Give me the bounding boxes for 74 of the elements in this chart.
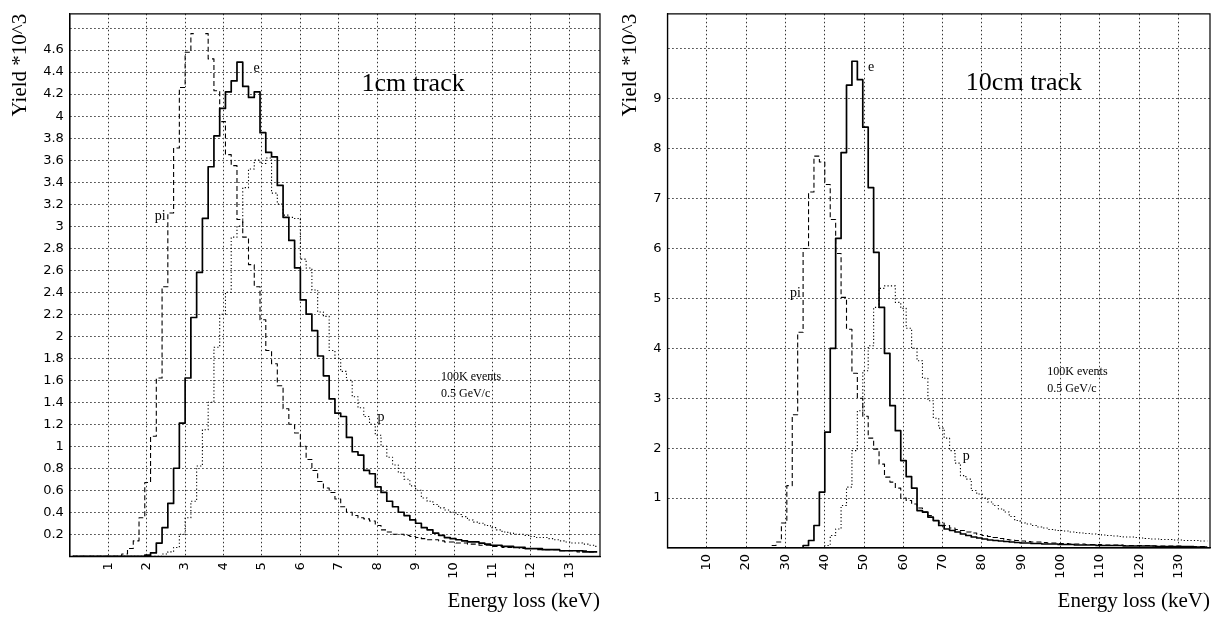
series-label: p bbox=[377, 408, 385, 424]
y-tick-label: 2.2 bbox=[43, 305, 64, 321]
y-tick-label: 3.4 bbox=[43, 173, 64, 189]
x-tick-label: 1 bbox=[99, 562, 115, 571]
annotation: 10cm track bbox=[965, 67, 1083, 97]
x-tick-label: 20 bbox=[737, 553, 753, 571]
y-tick-label: 4 bbox=[653, 339, 662, 355]
x-tick-label: 90 bbox=[1012, 553, 1028, 571]
annotation: 100K events bbox=[1047, 363, 1108, 378]
y-tick-label: 1 bbox=[55, 437, 64, 453]
series-label: pi bbox=[789, 284, 801, 300]
y-tick-label: 2 bbox=[55, 327, 64, 343]
x-tick-label: 100 bbox=[1051, 553, 1067, 579]
y-tick-label: 5 bbox=[653, 289, 662, 305]
x-axis-title: Energy loss (keV) bbox=[1057, 587, 1210, 612]
y-tick-label: 2.8 bbox=[43, 239, 64, 255]
x-tick-label: 30 bbox=[776, 553, 792, 571]
y-tick-label: 3.6 bbox=[43, 151, 64, 167]
x-tick-label: 10 bbox=[445, 562, 461, 579]
y-tick-label: 1.6 bbox=[43, 371, 64, 387]
x-tick-label: 6 bbox=[291, 562, 307, 571]
x-tick-label: 8 bbox=[368, 562, 384, 571]
y-tick-label: 0.2 bbox=[43, 525, 64, 541]
y-tick-label: 2 bbox=[653, 439, 662, 455]
x-tick-label: 80 bbox=[973, 553, 989, 571]
y-axis-title: Yield *10^3 bbox=[617, 13, 642, 117]
y-tick-label: 1.4 bbox=[43, 393, 64, 409]
y-tick-label: 1.2 bbox=[43, 415, 64, 431]
x-tick-label: 7 bbox=[330, 562, 346, 571]
annotation: 0.5 GeV/c bbox=[1047, 380, 1097, 395]
x-tick-label: 10 bbox=[698, 553, 714, 571]
y-tick-label: 1.8 bbox=[43, 349, 64, 365]
x-axis-title: Energy loss (keV) bbox=[447, 587, 600, 612]
series-label: p bbox=[962, 447, 970, 463]
y-tick-label: 0.4 bbox=[43, 503, 64, 519]
series-label: e bbox=[253, 59, 260, 75]
y-tick-label: 1 bbox=[653, 489, 662, 505]
x-tick-label: 120 bbox=[1130, 553, 1146, 579]
x-tick-label: 4 bbox=[214, 562, 230, 571]
y-tick-label: 0.8 bbox=[43, 459, 64, 475]
x-tick-label: 130 bbox=[1169, 553, 1185, 579]
y-tick-label: 2.6 bbox=[43, 261, 64, 277]
y-tick-label: 4.6 bbox=[43, 41, 64, 57]
y-tick-label: 8 bbox=[653, 139, 662, 155]
series-label: pi bbox=[154, 208, 166, 224]
x-tick-label: 5 bbox=[253, 562, 269, 571]
annotation: 100K events bbox=[440, 369, 502, 384]
y-tick-label: 3.2 bbox=[43, 195, 64, 211]
y-tick-label: 2.4 bbox=[43, 283, 64, 299]
y-tick-label: 4 bbox=[55, 107, 64, 123]
x-tick-label: 2 bbox=[138, 562, 154, 571]
x-tick-label: 11 bbox=[483, 562, 499, 579]
x-tick-label: 50 bbox=[855, 553, 871, 571]
y-tick-label: 3 bbox=[55, 217, 64, 233]
y-axis-title: Yield *10^3 bbox=[7, 13, 32, 117]
y-tick-label: 4.2 bbox=[43, 85, 64, 101]
y-tick-label: 0.6 bbox=[43, 481, 64, 497]
x-tick-label: 13 bbox=[560, 562, 576, 579]
y-tick-label: 4.4 bbox=[43, 63, 64, 79]
x-tick-label: 3 bbox=[176, 562, 192, 571]
x-tick-label: 70 bbox=[934, 553, 950, 571]
y-tick-label: 9 bbox=[653, 90, 662, 106]
y-tick-label: 3.8 bbox=[43, 129, 64, 145]
x-tick-label: 9 bbox=[406, 562, 422, 571]
annotation: 0.5 GeV/c bbox=[440, 386, 491, 401]
x-tick-label: 40 bbox=[816, 553, 832, 571]
x-tick-label: 12 bbox=[522, 562, 538, 579]
x-tick-label: 60 bbox=[894, 553, 910, 571]
series-label: e bbox=[868, 58, 875, 74]
x-tick-label: 110 bbox=[1091, 553, 1107, 579]
y-tick-label: 7 bbox=[653, 189, 662, 205]
y-tick-label: 3 bbox=[653, 389, 662, 405]
y-tick-label: 6 bbox=[653, 239, 662, 255]
annotation: 1cm track bbox=[361, 68, 465, 98]
